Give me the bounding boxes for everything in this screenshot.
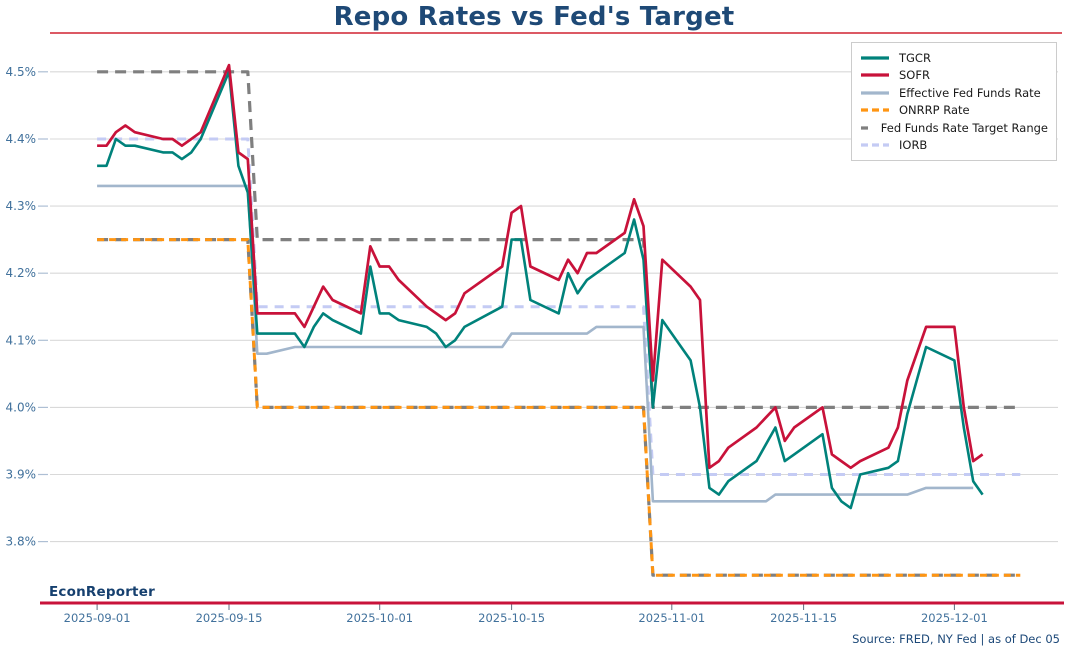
y-tick-label: 3.9% [6, 468, 37, 482]
legend-item: SOFR [860, 67, 1048, 85]
tgcr-line [97, 70, 984, 510]
legend-item-label: IORB [899, 138, 928, 153]
legend-item-label: TGCR [899, 50, 931, 65]
legend-item: TGCR [860, 49, 1048, 67]
legend-swatch [861, 126, 872, 130]
y-tick-label: 4.5% [6, 65, 37, 79]
effective-fed-funds-rate-line [97, 184, 974, 503]
y-tick-label: 4.3% [6, 199, 37, 213]
legend-item-label: ONRRP Rate [899, 103, 970, 118]
legend-item: ONRRP Rate [860, 102, 1048, 120]
legend-swatch [861, 108, 889, 112]
x-tick-label: 2025-10-01 [346, 611, 413, 625]
iorb-line [97, 137, 1021, 476]
onrrp-rate-line [97, 238, 1021, 577]
legend-swatch [861, 56, 889, 60]
x-tick-label: 2025-12-01 [921, 611, 988, 625]
legend-item: Fed Funds Rate Target Range [860, 119, 1048, 137]
x-tick-label: 2025-10-15 [478, 611, 545, 625]
x-tick-label: 2025-11-15 [770, 611, 837, 625]
y-tick-label: 4.2% [6, 266, 37, 280]
x-tick-label: 2025-11-01 [638, 611, 705, 625]
x-tick-label: 2025-09-01 [64, 611, 131, 625]
legend-item: Effective Fed Funds Rate [860, 84, 1048, 102]
fed-funds-rate-target-range-lower-bound-line [97, 238, 1021, 577]
source-note: Source: FRED, NY Fed | as of Dec 05 [852, 632, 1060, 646]
legend-swatch [861, 91, 889, 95]
legend-swatch [861, 73, 889, 77]
legend-box: TGCR SOFR Effective Fed Funds Rate ONRRP Ra… [851, 42, 1057, 161]
y-tick-label: 3.8% [6, 535, 37, 549]
sofr-line [97, 63, 984, 470]
y-tick-label: 4.1% [6, 333, 37, 347]
brand-econreporter: EconReporter [49, 584, 155, 600]
y-tick-label: 4.4% [6, 132, 37, 146]
title-underline-rule [50, 32, 1062, 34]
legend-item-label: Effective Fed Funds Rate [899, 85, 1041, 100]
legend-item-label: Fed Funds Rate Target Range [880, 120, 1048, 135]
legend-item: IORB [860, 137, 1048, 155]
chart-title: Repo Rates vs Fed's Target [333, 2, 735, 32]
legend-swatch [861, 143, 889, 147]
y-tick-label: 4.0% [6, 400, 37, 414]
legend-item-label: SOFR [899, 68, 930, 83]
x-tick-label: 2025-09-15 [196, 611, 263, 625]
fed-funds-rate-target-range-line [97, 70, 1021, 409]
